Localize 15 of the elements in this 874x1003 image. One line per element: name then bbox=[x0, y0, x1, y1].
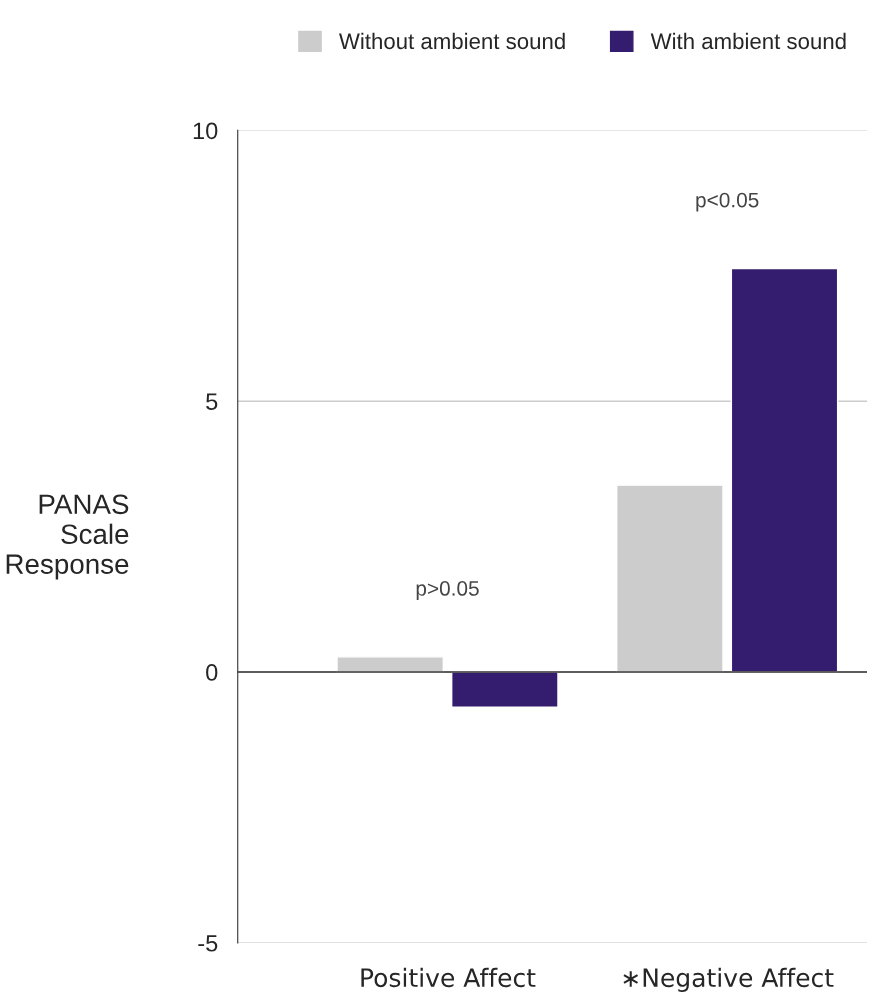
x-tick-label: Positive Affect bbox=[361, 967, 536, 988]
annotation: p>0.05 bbox=[416, 581, 479, 600]
bar bbox=[615, 484, 724, 673]
y-tick-label: 10 bbox=[193, 122, 218, 140]
y-axis-title: PANAS Scale Response bbox=[6, 494, 129, 580]
bar bbox=[336, 656, 444, 673]
bar bbox=[730, 267, 839, 673]
annotation: p<0.05 bbox=[696, 192, 759, 212]
legend-label: With ambient sound bbox=[650, 32, 846, 50]
legend-label: Without ambient sound bbox=[339, 32, 565, 50]
y-tick-label: 0 bbox=[206, 664, 218, 681]
bar bbox=[450, 671, 559, 708]
y-tick-label: -5 bbox=[198, 935, 218, 952]
y-tick-label: 5 bbox=[206, 393, 218, 410]
x-tick-label: ∗Negative Affect bbox=[623, 967, 834, 993]
